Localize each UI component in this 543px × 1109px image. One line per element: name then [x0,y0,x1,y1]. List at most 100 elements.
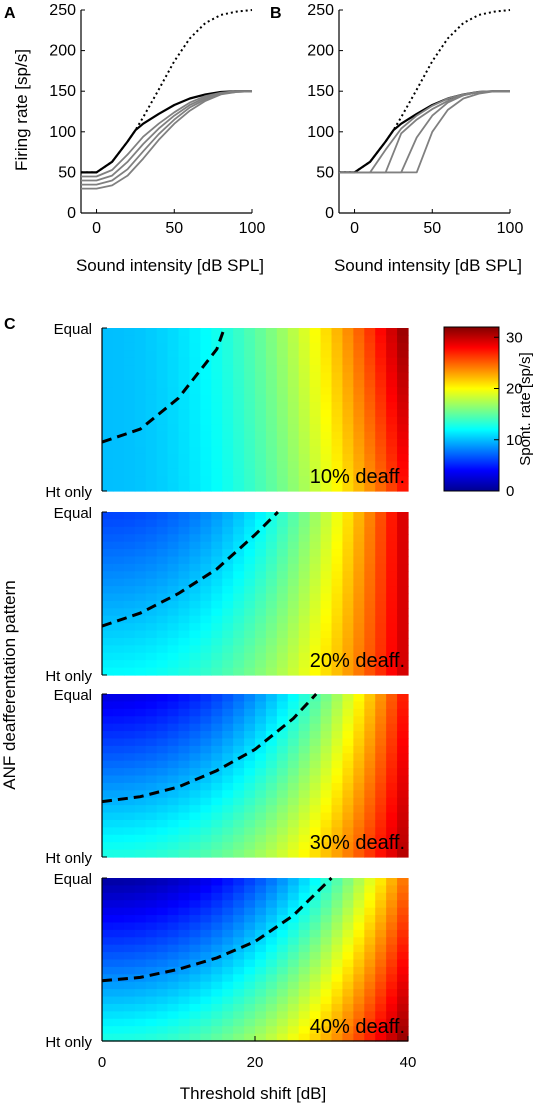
heatmap-cell [145,424,158,433]
heatmap-cell [287,652,300,661]
heatmap-cell [331,623,344,632]
heatmap-cell [134,483,147,492]
panel-b-xtick-label: 50 [423,220,441,237]
heatmap-cell [145,328,158,337]
heatmap-cell [298,615,311,624]
heatmap-cell [320,915,333,924]
heatmap-cell [244,608,256,617]
heatmap-cell [265,652,278,661]
heatmap-cell [320,900,333,909]
heatmap-cell [397,637,409,646]
heatmap-cell [189,996,201,1005]
heatmap-cell [364,944,376,953]
heatmap-cell [386,563,398,572]
heatmap-cell [298,842,311,851]
heatmap-cell [298,556,311,565]
heatmap-cell [386,578,398,587]
heatmap-cell [331,944,344,953]
heatmap-cell [287,952,300,961]
panel-b-ytick-label: 200 [307,43,334,60]
heatmap-cell [342,468,354,477]
heatmap-cell [102,760,114,769]
heatmap-cell [287,878,300,887]
heatmap-cell [298,716,311,725]
heatmap-cell [255,842,267,851]
heatmap-cell [287,745,300,754]
heatmap-cell [112,805,125,814]
heatmap-cell [353,600,365,609]
heatmap-cell [222,797,234,806]
heatmap-cell [211,446,223,455]
heatmap-cell [167,387,180,396]
heatmap-cell [309,1018,322,1027]
heatmap-cell [134,797,147,806]
heatmap-cell [331,637,344,646]
heatmap-cell [145,461,158,470]
heatmap-cell [386,797,398,806]
heatmap-cell [167,652,180,661]
panel-b-ytick-label: 0 [325,205,334,222]
heatmap-cell [233,453,245,462]
heatmap-cell [178,630,191,639]
heatmap-cell [244,849,256,858]
heatmap-cell [167,842,180,851]
heatmap-cell [112,760,125,769]
heatmap-cell [287,586,300,595]
heatmap-cell [222,519,234,528]
heatmap-cell [102,608,114,617]
heatmap-cell [342,328,354,337]
heatmap-cell [102,805,114,814]
heatmap-cell [222,645,234,654]
heatmap-cell [375,468,387,477]
heatmap-cell [156,394,169,403]
heatmap-cell [145,701,158,710]
heatmap-cell [145,335,158,344]
heatmap-cell [134,630,147,639]
heatmap-cell [134,512,147,521]
heatmap-cell [353,379,365,388]
heatmap-cell [287,409,300,418]
heatmap-cell [112,929,125,938]
heatmap-cell [112,350,125,359]
panel-b-ytick-label: 150 [307,83,334,100]
heatmap-cell [145,652,158,661]
heatmap-cell [287,660,300,669]
heatmap-cell [364,929,376,938]
heatmap-cell [156,541,169,550]
heatmap-cell [156,915,169,924]
heatmap-cell [222,571,234,580]
heatmap-cell [364,966,376,975]
heatmap-cell [244,593,256,602]
heatmap-cell [145,842,158,851]
heatmap-cell [244,476,256,485]
heatmap-cell [276,753,289,762]
heatmap-cell [309,900,322,909]
heatmap-cell [145,981,158,990]
heatmap-cell [320,453,333,462]
heatmap-cell [167,416,180,425]
heatmap-cell [145,900,158,909]
heatmap-cell [244,1003,256,1012]
heatmap-cell [178,834,191,843]
heatmap-cell [255,1026,267,1035]
heatmap-cell [112,849,125,858]
heatmap-cell [265,549,278,558]
heatmap-cell [375,849,387,858]
heatmap-cell [265,745,278,754]
heatmap-cell [123,549,136,558]
heatmap-cell [145,541,158,550]
heatmap-cell [222,1003,234,1012]
heatmap-cell [189,900,201,909]
heatmap-cell [276,701,289,710]
heatmap-cell [189,335,201,344]
heatmap-cell [102,834,114,843]
heatmap-cell [123,1026,136,1035]
heatmap-cell [276,402,289,411]
heatmap-cell [276,453,289,462]
heatmap-cell [397,922,409,931]
heatmap-cell [178,805,191,814]
heatmap-cell [287,716,300,725]
heatmap-cell [178,966,191,975]
heatmap-cell [102,526,114,535]
heatmap-cell [156,563,169,572]
